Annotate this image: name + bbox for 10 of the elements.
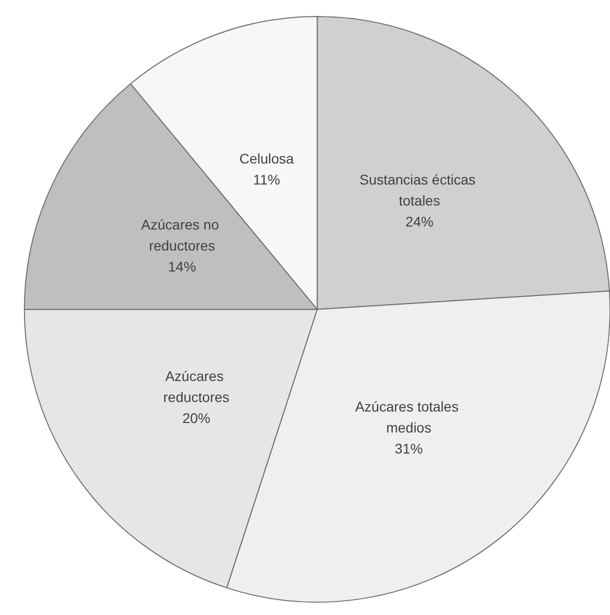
data-label: 20% bbox=[182, 410, 210, 426]
slice-label: Azúcares reductores bbox=[163, 368, 230, 406]
data-label: 14% bbox=[168, 258, 196, 275]
data-label: 11% bbox=[253, 171, 280, 188]
slice-label: Sustancias écticas totales bbox=[360, 171, 480, 208]
slice-label: Azúcares no reductores bbox=[141, 216, 223, 254]
slice-label: Azúcares totales medios bbox=[355, 398, 462, 436]
data-label: 24% bbox=[405, 213, 434, 230]
data-label: 31% bbox=[394, 440, 423, 456]
slice-label: Celulosa bbox=[239, 150, 294, 166]
